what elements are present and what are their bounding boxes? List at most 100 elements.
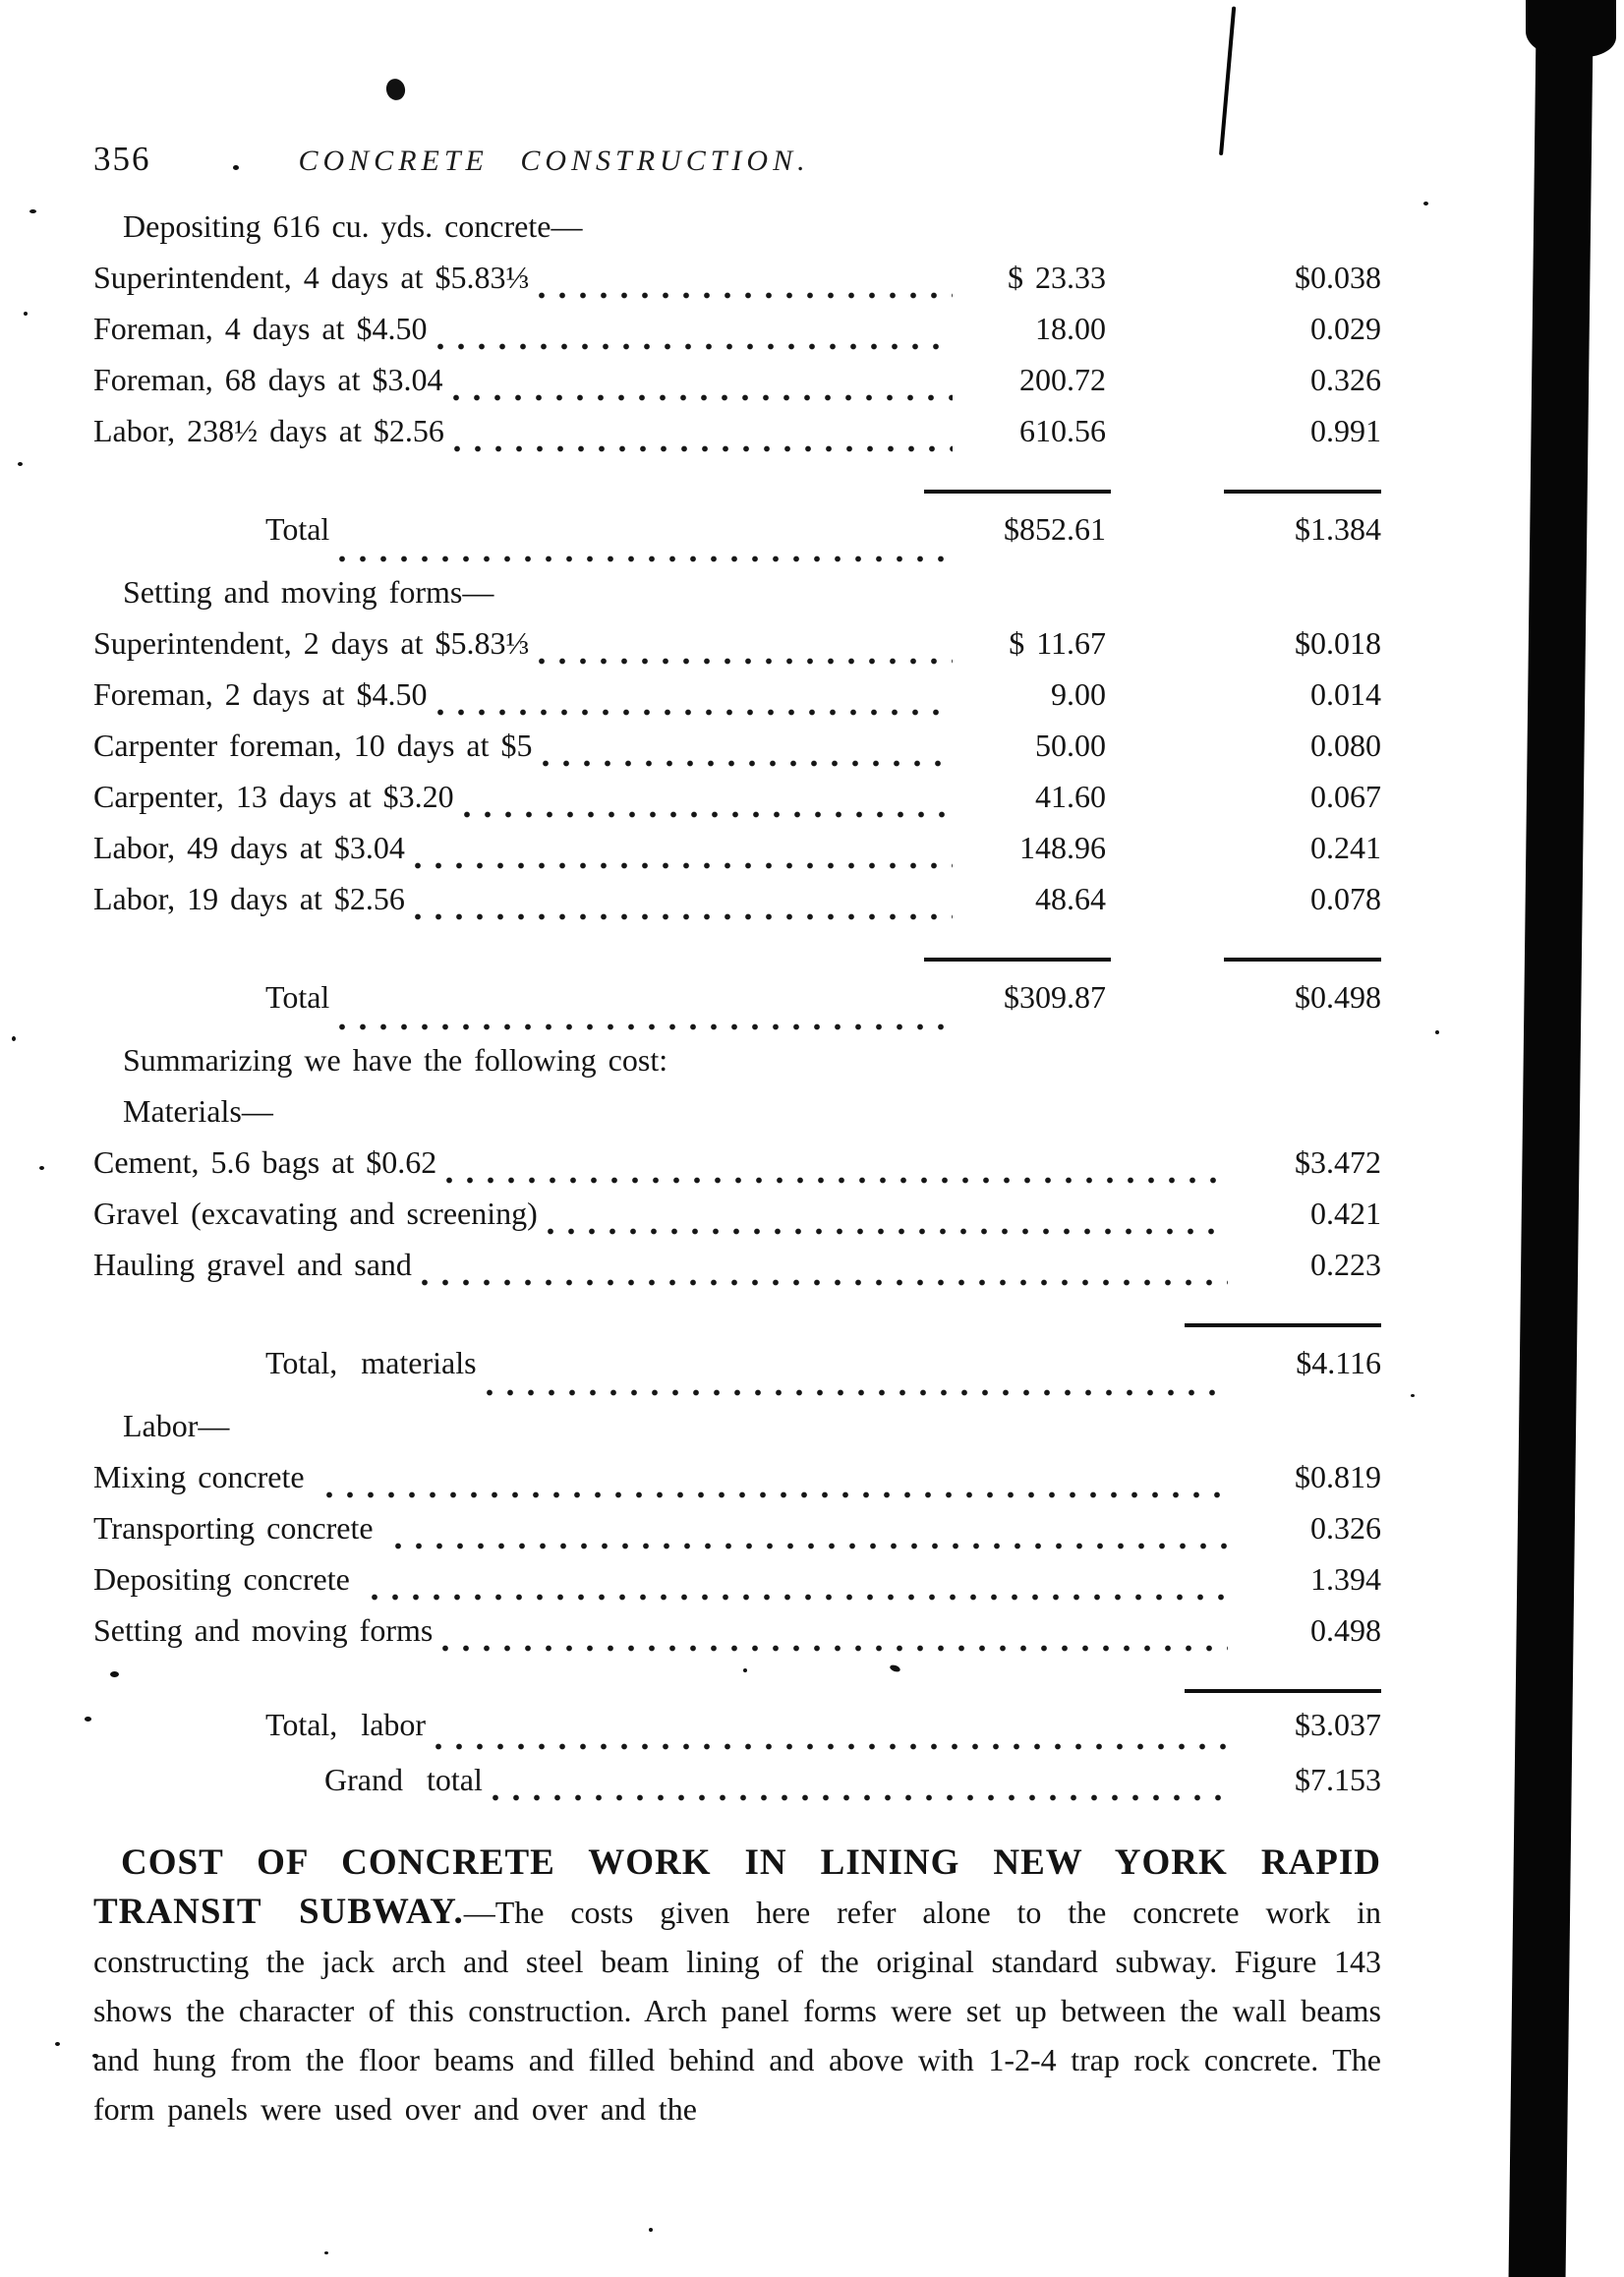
row-unit-cost: 0.078 — [1310, 881, 1381, 916]
total-label: Grand total — [324, 1762, 483, 1797]
row-unit-cost: 0.241 — [1310, 830, 1381, 865]
summary-row: Setting and moving forms 0.498 — [93, 1612, 1381, 1664]
table-row: Foreman, 68 days at $3.04 200.72 0.326 — [93, 362, 1381, 413]
labor-heading-label: Labor— — [123, 1408, 230, 1443]
row-label: Foreman, 4 days at $4.50 — [93, 311, 428, 346]
row-unit-cost: $0.018 — [1295, 625, 1381, 661]
ink-speck — [92, 2054, 98, 2058]
row-amount: $ 23.33 — [1008, 260, 1106, 295]
page-header: 356 CONCRETE CONSTRUCTION. — [93, 140, 1381, 179]
article-paragraph: COST OF CONCRETE WORK IN LINING NEW YORK… — [93, 1839, 1381, 2133]
dot-leader — [453, 445, 953, 452]
total-label: Total, labor — [265, 1707, 427, 1742]
row-amount: 18.00 — [1035, 311, 1106, 346]
row-label: Mixing concrete — [93, 1459, 317, 1494]
row-label: Cement, 5.6 bags at $0.62 — [93, 1144, 437, 1180]
row-unit-cost: 0.029 — [1310, 311, 1381, 346]
summary-intro-text: Summarizing we have the following cost: — [123, 1042, 668, 1078]
total-unit-cost: $1.384 — [1295, 511, 1381, 547]
ink-speck — [55, 2042, 60, 2046]
ink-speck — [324, 2251, 328, 2254]
sum-rule — [1224, 958, 1381, 962]
table-total-row: Total $852.61 $1.384 — [93, 499, 1381, 574]
row-value: 0.223 — [1310, 1247, 1381, 1282]
row-amount: $ 11.67 — [1009, 625, 1106, 661]
row-amount: 200.72 — [1019, 362, 1106, 397]
row-label: Foreman, 68 days at $3.04 — [93, 362, 443, 397]
ink-speck — [743, 1668, 747, 1672]
row-value: 1.394 — [1310, 1561, 1381, 1597]
row-amount: 50.00 — [1035, 728, 1106, 763]
row-amount: 41.60 — [1035, 779, 1106, 814]
row-label: Foreman, 2 days at $4.50 — [93, 676, 428, 712]
row-amount: 148.96 — [1019, 830, 1106, 865]
row-unit-cost: 0.067 — [1310, 779, 1381, 814]
total-value: $4.116 — [1296, 1345, 1381, 1380]
dot-leader — [436, 343, 953, 350]
row-label: Carpenter foreman, 10 days at $5 — [93, 728, 533, 763]
dot-leader — [539, 292, 953, 299]
total-label: Total — [265, 511, 330, 547]
scan-scratch-line — [1219, 6, 1237, 156]
table-row: Labor, 49 days at $3.04 148.96 0.241 — [93, 830, 1381, 881]
ink-speck — [24, 312, 28, 316]
ink-speck — [18, 462, 23, 466]
row-value: 0.498 — [1310, 1612, 1381, 1648]
section-heading-label: Setting and moving forms— — [123, 574, 494, 610]
dot-leader — [371, 1594, 1228, 1601]
dot-leader — [492, 1794, 1228, 1801]
row-value: $3.472 — [1295, 1144, 1381, 1180]
row-label: Labor, 19 days at $2.56 — [93, 881, 405, 916]
materials-heading-label: Materials— — [123, 1093, 273, 1129]
page-number: 356 — [93, 140, 151, 178]
total-amount: $852.61 — [1004, 511, 1106, 547]
table-row: Carpenter foreman, 10 days at $5 50.00 0… — [93, 728, 1381, 779]
table-row: Foreman, 2 days at $4.50 9.00 0.014 — [93, 676, 1381, 728]
total-unit-cost: $0.498 — [1295, 979, 1381, 1015]
total-value: $7.153 — [1295, 1762, 1381, 1797]
dot-leader — [435, 1743, 1228, 1750]
summary-row: Transporting concrete 0.326 — [93, 1510, 1381, 1561]
row-label: Setting and moving forms — [93, 1612, 434, 1648]
ink-speck — [29, 209, 36, 213]
scan-corner-blob — [1526, 0, 1616, 57]
dot-leader — [542, 760, 953, 767]
table-row: Superintendent, 2 days at $5.83⅓ $ 11.67… — [93, 625, 1381, 676]
summary-total-row: Total, labor $3.037 — [93, 1699, 1381, 1762]
table-total-row: Total $309.87 $0.498 — [93, 967, 1381, 1042]
row-label: Transporting concrete — [93, 1510, 385, 1546]
row-value: 0.326 — [1310, 1510, 1381, 1546]
total-value: $3.037 — [1295, 1707, 1381, 1742]
row-amount: 610.56 — [1019, 413, 1106, 448]
dot-leader — [442, 1645, 1228, 1652]
summary-row: Cement, 5.6 bags at $0.62 $3.472 — [93, 1144, 1381, 1196]
row-label: Superintendent, 2 days at $5.83⅓ — [93, 625, 530, 661]
table-row: Labor, 19 days at $2.56 48.64 0.078 — [93, 881, 1381, 932]
dot-leader — [486, 1389, 1228, 1396]
dot-leader — [547, 1228, 1228, 1235]
summary-intro: Summarizing we have the following cost: — [93, 1042, 1381, 1093]
table-row: Carpenter, 13 days at $3.20 41.60 0.067 — [93, 779, 1381, 830]
row-label: Superintendent, 4 days at $5.83⅓ — [93, 260, 530, 295]
article-heading: COST OF CONCRETE WORK IN LINING NEW YORK… — [93, 1842, 1381, 1932]
table-row: Labor, 238½ days at $2.56 610.56 0.991 — [93, 413, 1381, 464]
dot-leader — [414, 913, 953, 920]
dot-leader — [394, 1543, 1228, 1549]
total-amount: $309.87 — [1004, 979, 1106, 1015]
row-amount: 9.00 — [1051, 676, 1106, 712]
article-body-text: —The costs given here refer alone to the… — [93, 1895, 1381, 2127]
summary-row: Depositing concrete 1.394 — [93, 1561, 1381, 1612]
total-label: Total, materials — [265, 1345, 477, 1380]
ink-speck — [1435, 1030, 1439, 1034]
row-value: 0.421 — [1310, 1196, 1381, 1231]
labor-heading: Labor— — [93, 1408, 1381, 1459]
row-label: Depositing concrete — [93, 1561, 362, 1597]
row-unit-cost: 0.014 — [1310, 676, 1381, 712]
dot-leader — [452, 394, 953, 401]
row-label: Hauling gravel and sand — [93, 1247, 412, 1282]
page-content: Depositing 616 cu. yds. concrete— Superi… — [93, 208, 1381, 2133]
row-unit-cost: $0.038 — [1295, 260, 1381, 295]
dot-leader — [539, 658, 953, 665]
total-label: Total — [265, 979, 330, 1015]
